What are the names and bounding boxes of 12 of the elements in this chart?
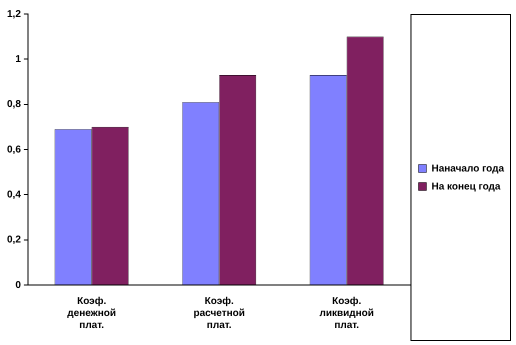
legend-label: На конец года — [431, 181, 501, 192]
y-tick-label: 0,2 — [6, 234, 22, 246]
y-tick-label: 1 — [15, 54, 22, 65]
y-tick-label: 0,4 — [6, 189, 22, 200]
y-tick-label: 0 — [15, 280, 22, 291]
y-tick-label: 1,2 — [6, 8, 22, 20]
legend-label: Наначало года — [431, 163, 504, 174]
y-tick-label: 0,8 — [6, 99, 22, 110]
x-tick-label: Коэф. денежной плат. — [67, 296, 116, 331]
x-tick-label: Коэф. ликвидной плат. — [319, 296, 374, 331]
y-tick-label: 0,6 — [6, 144, 22, 156]
x-tick-label: Коэф. расчетной плат. — [193, 296, 245, 331]
